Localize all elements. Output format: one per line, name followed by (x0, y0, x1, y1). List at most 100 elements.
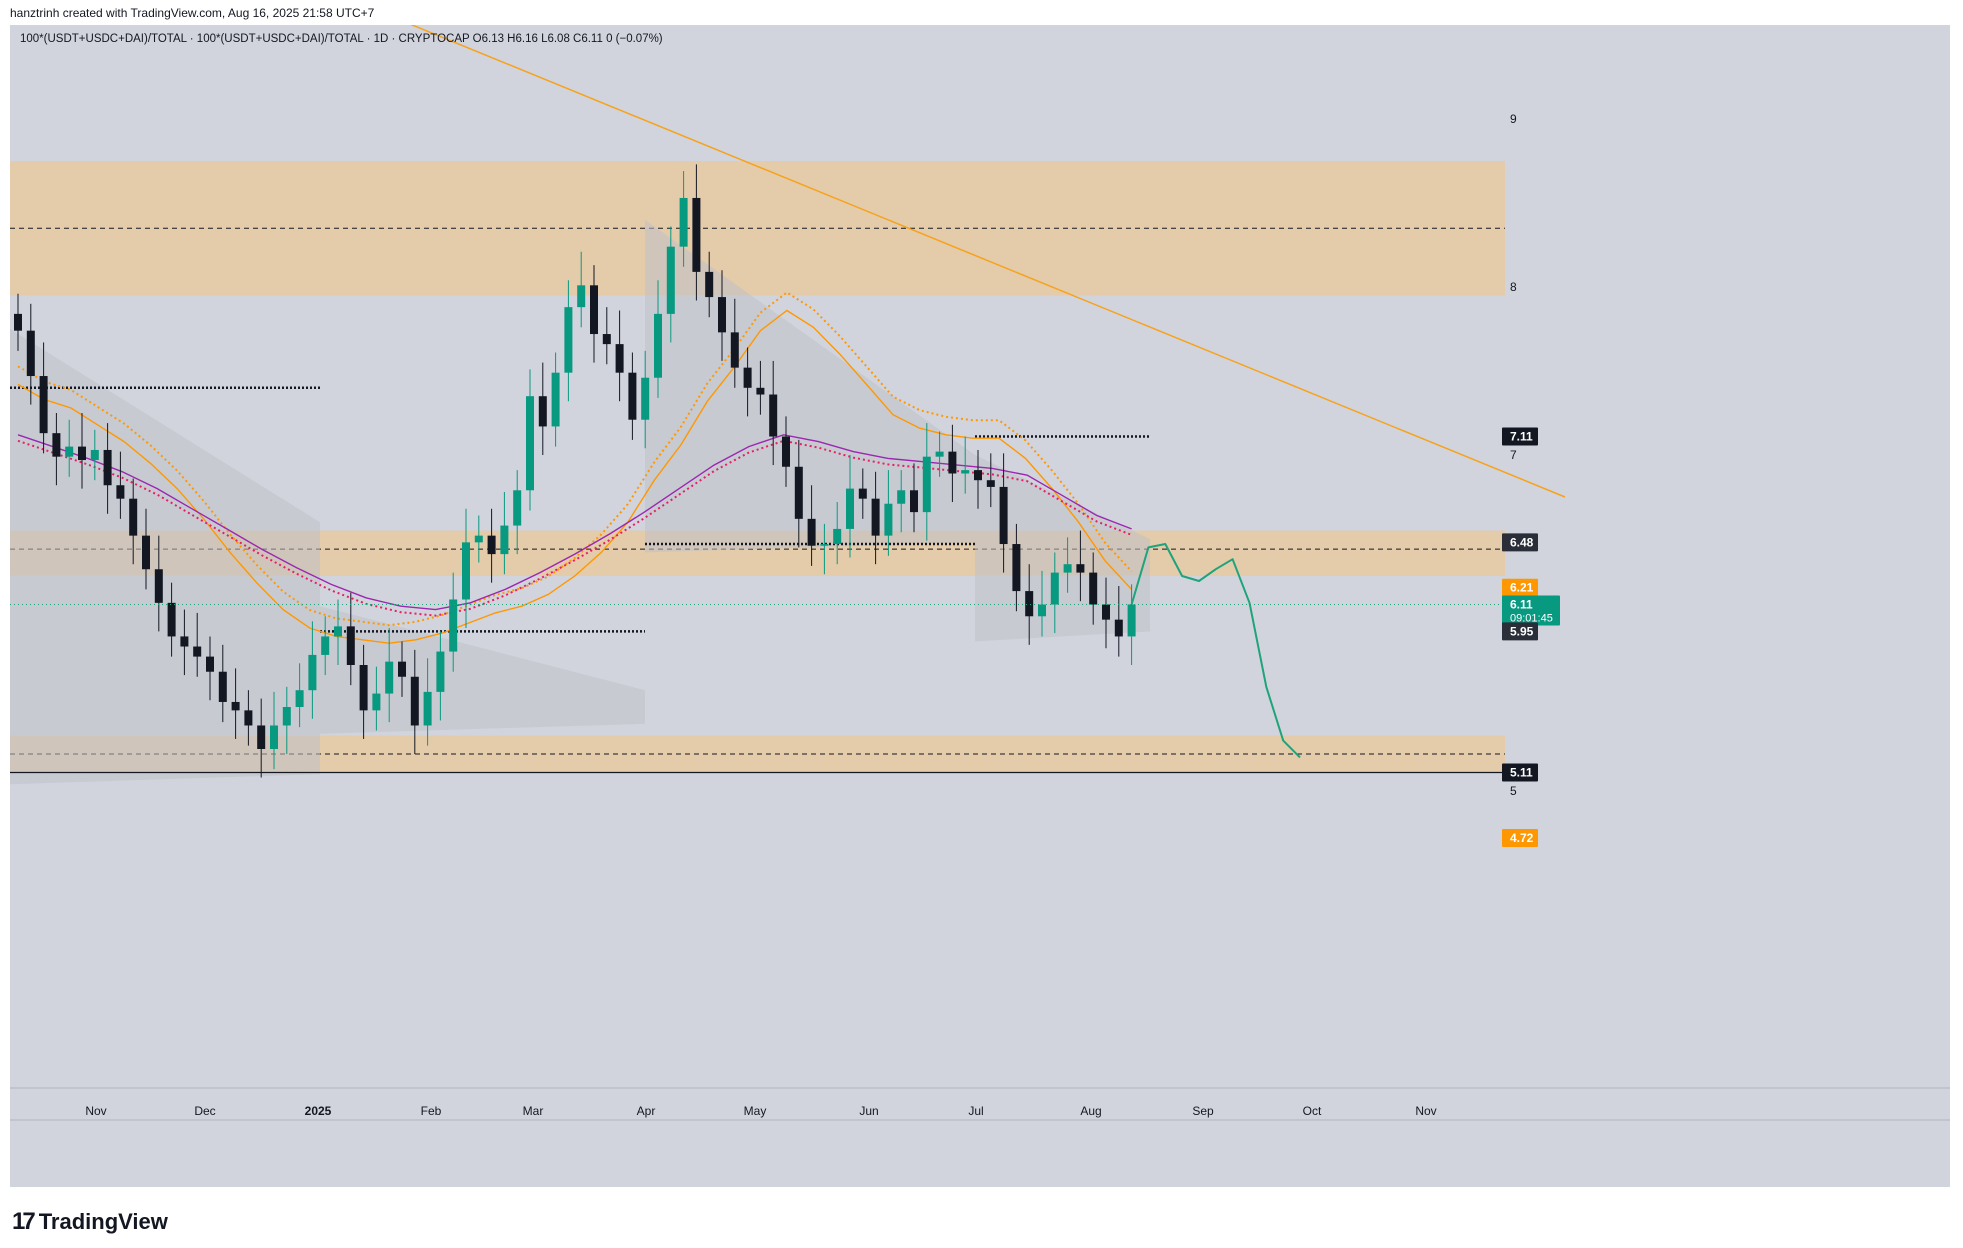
candle-body (871, 498, 880, 536)
channel-band-0 (10, 329, 320, 785)
candle (922, 423, 931, 541)
candle (807, 485, 816, 566)
candle (193, 612, 202, 677)
candle-body (833, 528, 842, 545)
candle-body (666, 246, 675, 314)
candle-body (551, 372, 560, 427)
candle (935, 431, 944, 477)
candle (129, 478, 138, 565)
candle (385, 628, 394, 723)
candle (602, 307, 611, 365)
candle (1012, 523, 1021, 612)
candle-body (180, 636, 189, 647)
candle (218, 644, 227, 723)
candle-body (858, 488, 867, 499)
candle (1050, 552, 1059, 634)
x-tick-label: Nov (85, 1104, 106, 1118)
y-tick-label: 9 (1510, 112, 1517, 126)
candle-body (282, 707, 291, 726)
candle (500, 491, 509, 575)
candle (1063, 537, 1072, 593)
trendline (410, 25, 1566, 498)
price-badge: 7.11 (1502, 427, 1538, 446)
candle (359, 644, 368, 739)
candle-body (922, 456, 931, 513)
candle (1127, 584, 1136, 665)
price-badge-bg (1502, 533, 1538, 552)
candle-body (1012, 544, 1021, 592)
credit-line: hanztrinh created with TradingView.com, … (10, 6, 375, 20)
price-badge-bg (1502, 595, 1560, 626)
candle-body (628, 372, 637, 420)
candle (526, 369, 534, 511)
axis-layer: Nov Dec 2025 Feb Mar Apr May Jun Jul Aug Sep Oct Nov… (85, 112, 1517, 1118)
candle-body (78, 446, 86, 461)
candle-body (218, 671, 227, 702)
candle (1102, 577, 1110, 649)
candle (1114, 586, 1123, 657)
candle-body (474, 535, 483, 543)
candle (180, 609, 189, 676)
candle (39, 342, 48, 454)
candle (743, 347, 752, 417)
indicator-lines-layer (17, 25, 1566, 644)
candle-body (385, 661, 394, 694)
candle (986, 453, 995, 508)
candle-body (794, 466, 803, 519)
candle-body (154, 569, 163, 603)
candle (244, 690, 253, 746)
x-tick-label: Nov (1415, 1104, 1436, 1118)
candle-body (244, 710, 253, 726)
candle (487, 508, 496, 583)
candle-body (782, 436, 790, 467)
candle-body (167, 602, 176, 637)
candle-body (206, 656, 214, 672)
symbol-legend[interactable]: 100*(USDT+USDC+DAI)/TOTAL · 100*(USDT+US… (20, 33, 663, 45)
candle (577, 251, 586, 328)
candle (1038, 570, 1046, 637)
candle (833, 502, 842, 565)
candle-body (602, 334, 611, 345)
candle (423, 658, 432, 746)
candle (961, 436, 970, 494)
candle (782, 416, 790, 487)
candle (410, 649, 419, 755)
candle (321, 616, 330, 676)
price-badge-bg (1502, 427, 1538, 446)
candle (910, 463, 918, 533)
candle (462, 508, 470, 629)
candle-body (897, 490, 906, 504)
ma-line-1 (17, 434, 1132, 611)
y-tick-label: 8 (1510, 280, 1517, 294)
x-tick-label: Mar (523, 1104, 544, 1118)
x-tick-label: Feb (421, 1104, 442, 1118)
candle (295, 663, 304, 728)
candle-body (142, 535, 150, 570)
x-tick-label: Oct (1303, 1104, 1322, 1118)
candle-body (974, 470, 982, 481)
chart-canvas[interactable]: Nov Dec 2025 Feb Mar Apr May Jun Jul Aug Sep Oct Nov… (10, 25, 1950, 1187)
candle (948, 424, 957, 503)
candle-body (436, 651, 445, 692)
candle (257, 698, 266, 778)
candle-body (948, 451, 957, 474)
candle-body (346, 626, 355, 665)
price-badge-label: 6.21 (1510, 581, 1534, 595)
candle-body (231, 701, 240, 711)
channel-band-1 (320, 606, 645, 734)
candle (718, 270, 726, 361)
candle-body (961, 470, 970, 474)
price-badge-label: 6.48 (1510, 535, 1534, 549)
candle (52, 413, 61, 486)
candle (756, 360, 765, 415)
candle (90, 429, 99, 481)
chart-frame[interactable]: Nov Dec 2025 Feb Mar Apr May Jun Jul Aug Sep Oct Nov… (10, 25, 1950, 1187)
candle-body (462, 542, 470, 600)
price-badge-label: 4.72 (1510, 831, 1534, 845)
candle-body (257, 725, 266, 749)
candle (154, 535, 163, 632)
tradingview-logo[interactable]: 17 TradingView (12, 1208, 168, 1236)
y-tick-label: 7 (1510, 448, 1517, 462)
candle (142, 508, 150, 590)
